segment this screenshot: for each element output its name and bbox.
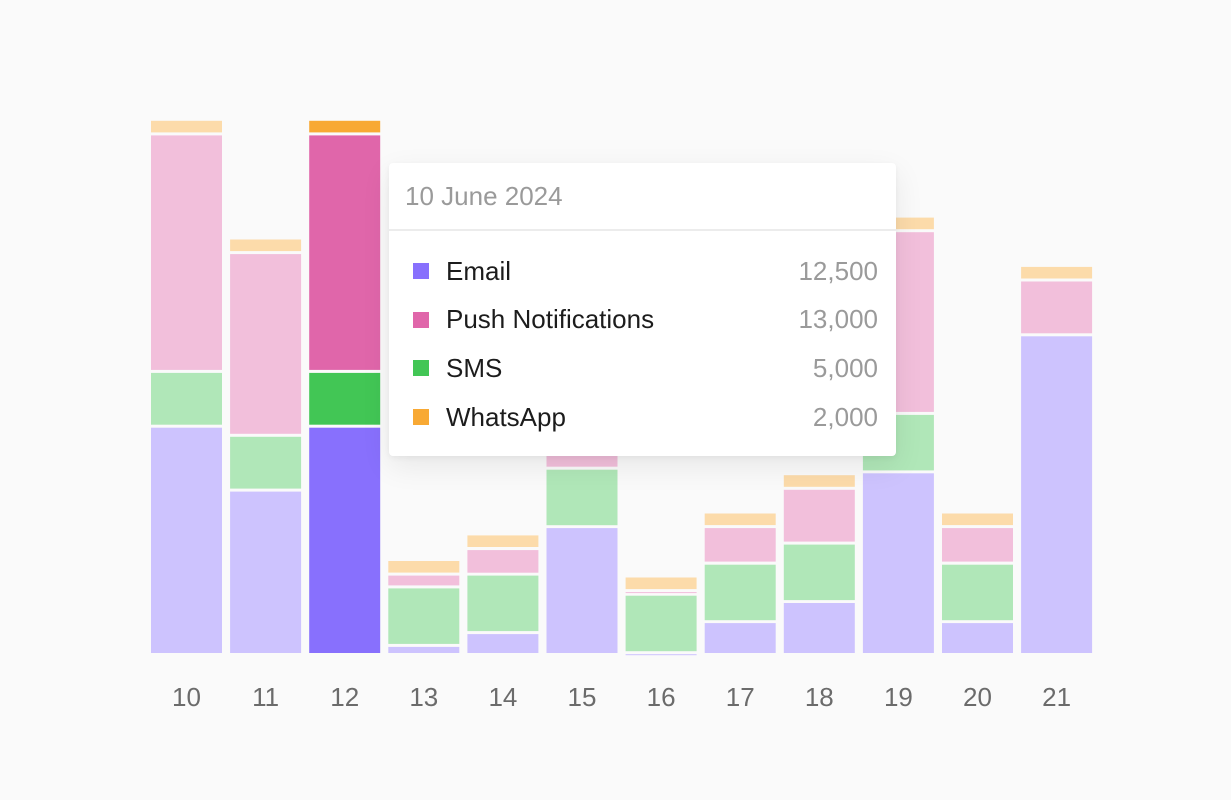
x-tick-label: 14	[488, 682, 517, 712]
bar-segment-email[interactable]	[151, 427, 222, 653]
bar-segment-sms[interactable]	[309, 372, 381, 425]
x-tick-label: 20	[963, 682, 992, 712]
bar-segment-email[interactable]	[625, 654, 697, 656]
bar-segment-push-notifications[interactable]	[1021, 281, 1093, 334]
bar-segment-email[interactable]	[862, 473, 934, 653]
email-color-swatch	[413, 263, 429, 280]
bar-segment-sms[interactable]	[625, 595, 697, 652]
bars-group	[151, 120, 1093, 656]
bar-segment-sms[interactable]	[942, 564, 1013, 621]
tooltip-series-value: 12,500	[798, 255, 878, 286]
bar-segment-whatsapp[interactable]	[704, 513, 776, 526]
bar-segment-whatsapp[interactable]	[388, 561, 460, 573]
bar-segment-email[interactable]	[704, 623, 776, 653]
bar-segment-whatsapp[interactable]	[625, 577, 697, 590]
x-tick-label: 17	[726, 682, 755, 712]
push-color-swatch	[413, 311, 429, 328]
bar-segment-whatsapp[interactable]	[151, 120, 222, 133]
tooltip-series-value: 5,000	[812, 352, 878, 383]
x-tick-label: 10	[172, 682, 201, 712]
bar-segment-sms[interactable]	[230, 436, 302, 489]
x-tick-label: 21	[1042, 682, 1071, 712]
x-tick-label: 16	[647, 682, 676, 712]
bar-segment-sms[interactable]	[783, 544, 855, 601]
sms-color-swatch	[413, 360, 429, 377]
x-tick-label: 18	[805, 682, 834, 712]
tooltip-row-email: Email 12,500	[389, 247, 896, 296]
tooltip-series-name: Push Notifications	[446, 304, 655, 335]
bar-segment-email[interactable]	[467, 634, 539, 653]
bar-segment-sms[interactable]	[546, 469, 618, 526]
bar-segment-sms[interactable]	[467, 575, 539, 632]
bar-segment-push-notifications[interactable]	[467, 550, 539, 573]
tooltip-series-name: WhatsApp	[446, 401, 566, 432]
tooltip-row-sms: SMS 5,000	[389, 344, 896, 393]
tooltip-row-whatsapp: WhatsApp 2,000	[389, 393, 896, 442]
bar-segment-email[interactable]	[309, 427, 381, 653]
x-tick-label: 13	[409, 682, 438, 712]
chart-tooltip: 10 June 2024 Email 12,500 Push Notificat…	[389, 163, 896, 456]
whatsapp-color-swatch	[413, 409, 429, 426]
x-tick-label: 11	[252, 682, 279, 712]
bar-segment-push-notifications[interactable]	[309, 135, 381, 370]
bar-segment-push-notifications[interactable]	[388, 575, 460, 586]
bar-segment-whatsapp[interactable]	[1021, 266, 1093, 279]
x-tick-label: 19	[884, 682, 913, 712]
bar-segment-whatsapp[interactable]	[230, 239, 302, 252]
bar-segment-whatsapp[interactable]	[309, 120, 381, 133]
x-tick-label: 15	[568, 682, 597, 712]
tooltip-series-value: 13,000	[798, 304, 878, 335]
bar-segment-push-notifications[interactable]	[230, 254, 302, 434]
bar-segment-push-notifications[interactable]	[704, 528, 776, 562]
bar-segment-email[interactable]	[546, 528, 618, 653]
x-axis-ticks: 10 11 12 13 14 15 16 17 18 19 20 21	[172, 682, 1071, 712]
bar-segment-whatsapp[interactable]	[862, 217, 934, 230]
bar-segment-push-notifications[interactable]	[783, 489, 855, 542]
tooltip-row-push: Push Notifications 13,000	[389, 296, 896, 345]
bar-segment-whatsapp[interactable]	[467, 535, 539, 547]
tooltip-series-value: 2,000	[812, 401, 878, 432]
bar-segment-sms[interactable]	[388, 588, 460, 644]
tooltip-title: 10 June 2024	[389, 163, 896, 231]
x-tick-label: 12	[330, 682, 359, 712]
bar-segment-sms[interactable]	[151, 372, 222, 425]
bar-segment-sms[interactable]	[704, 564, 776, 621]
tooltip-list: Email 12,500 Push Notifications 13,000 S…	[389, 231, 896, 441]
bar-segment-push-notifications[interactable]	[942, 528, 1013, 562]
bar-segment-whatsapp[interactable]	[942, 513, 1013, 526]
tooltip-series-name: SMS	[446, 352, 503, 383]
bar-segment-email[interactable]	[388, 646, 460, 653]
bar-segment-whatsapp[interactable]	[783, 475, 855, 487]
bar-segment-email[interactable]	[942, 623, 1013, 653]
tooltip-series-name: Email	[446, 255, 512, 286]
bar-segment-email[interactable]	[230, 491, 302, 653]
bar-segment-email[interactable]	[783, 603, 855, 653]
bar-segment-push-notifications[interactable]	[625, 592, 697, 594]
bar-segment-email[interactable]	[1021, 336, 1093, 653]
bar-segment-push-notifications[interactable]	[151, 135, 222, 370]
